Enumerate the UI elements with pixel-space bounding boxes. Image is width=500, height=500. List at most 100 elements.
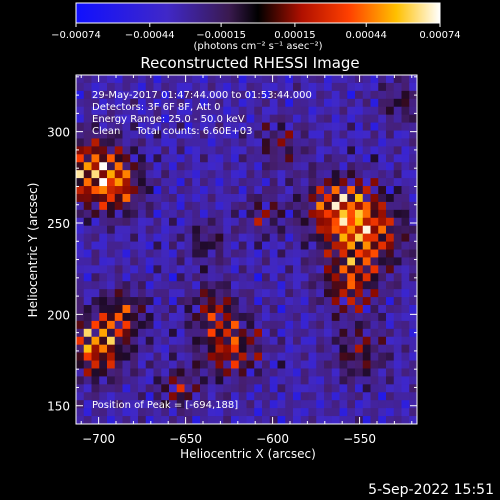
heatmap-cell bbox=[238, 225, 248, 235]
heatmap-cell bbox=[324, 376, 333, 385]
heatmap-cell bbox=[393, 249, 403, 259]
heatmap-cell bbox=[145, 368, 155, 378]
heatmap-cell bbox=[130, 336, 139, 346]
heatmap-cell bbox=[386, 241, 395, 251]
heatmap-cell bbox=[76, 289, 85, 298]
heatmap-cell bbox=[192, 106, 201, 116]
heatmap-cell bbox=[231, 225, 240, 235]
colorbar-tick-label: 0.00044 bbox=[346, 30, 387, 41]
heatmap-cell bbox=[347, 146, 356, 155]
heatmap-cell bbox=[107, 392, 116, 401]
heatmap-cell bbox=[355, 186, 364, 195]
heatmap-cell bbox=[200, 336, 209, 346]
heatmap-cell bbox=[169, 90, 178, 100]
heatmap-cell bbox=[246, 273, 255, 282]
heatmap-cell bbox=[355, 336, 364, 346]
heatmap-cell bbox=[192, 130, 201, 140]
heatmap-cell bbox=[169, 312, 178, 322]
heatmap-cell bbox=[223, 305, 232, 314]
heatmap-cell bbox=[161, 233, 170, 243]
heatmap-cell bbox=[378, 225, 387, 235]
heatmap-cell bbox=[393, 328, 403, 338]
heatmap-cell bbox=[401, 265, 410, 274]
heatmap-cell bbox=[200, 186, 209, 195]
heatmap-cell bbox=[107, 289, 116, 298]
heatmap-cell bbox=[130, 249, 139, 259]
heatmap-cell bbox=[331, 400, 341, 409]
heatmap-cell bbox=[83, 336, 93, 346]
heatmap-cell bbox=[153, 360, 162, 370]
heatmap-cell bbox=[114, 122, 124, 132]
heatmap-cell bbox=[347, 138, 356, 147]
heatmap-cell bbox=[386, 376, 395, 385]
heatmap-cell bbox=[223, 297, 232, 306]
heatmap-cell bbox=[293, 368, 302, 378]
heatmap-cell bbox=[107, 162, 116, 171]
heatmap-cell bbox=[370, 146, 379, 155]
heatmap-cell bbox=[386, 289, 395, 298]
heatmap-cell bbox=[107, 201, 116, 211]
heatmap-cell bbox=[122, 241, 131, 251]
heatmap-cell bbox=[238, 249, 248, 259]
heatmap-cell bbox=[231, 297, 240, 306]
heatmap-cell bbox=[254, 368, 263, 378]
heatmap-cell bbox=[293, 114, 302, 124]
heatmap-cell bbox=[316, 217, 325, 227]
heatmap-cell bbox=[130, 82, 139, 92]
heatmap-cell bbox=[76, 416, 85, 424]
heatmap-cell bbox=[401, 416, 410, 424]
heatmap-cell bbox=[300, 241, 310, 251]
heatmap-cell bbox=[114, 98, 124, 108]
heatmap-cell bbox=[223, 186, 232, 195]
heatmap-cell bbox=[254, 241, 263, 251]
heatmap-cell bbox=[277, 297, 286, 306]
heatmap-cell bbox=[153, 114, 162, 124]
heatmap-cell bbox=[339, 162, 348, 171]
heatmap-cell bbox=[91, 416, 100, 424]
heatmap-cell bbox=[107, 106, 116, 116]
info-clean-counts: Clean Total counts: 6.60E+03 bbox=[92, 126, 252, 137]
heatmap-cell bbox=[254, 154, 263, 163]
heatmap-cell bbox=[200, 408, 209, 417]
heatmap-cell bbox=[176, 201, 186, 211]
heatmap-cell bbox=[145, 209, 155, 219]
heatmap-cell bbox=[176, 408, 186, 417]
heatmap-cell bbox=[238, 186, 248, 195]
heatmap-cell bbox=[153, 154, 162, 163]
heatmap-cell bbox=[378, 416, 387, 424]
heatmap-cell bbox=[99, 130, 108, 140]
heatmap-cell bbox=[401, 209, 410, 219]
heatmap-cell bbox=[324, 98, 333, 108]
heatmap-cell bbox=[300, 344, 310, 354]
colorbar-tick-label: 0.00074 bbox=[419, 30, 460, 41]
heatmap-cell bbox=[370, 114, 379, 124]
heatmap-cell bbox=[207, 265, 217, 274]
heatmap-cell bbox=[169, 98, 178, 108]
heatmap-cell bbox=[192, 122, 201, 132]
heatmap-cell bbox=[122, 328, 131, 338]
heatmap-cell bbox=[378, 217, 387, 227]
heatmap-cell bbox=[300, 98, 310, 108]
heatmap-cell bbox=[207, 186, 217, 195]
heatmap-cell bbox=[331, 241, 341, 251]
heatmap-cell bbox=[231, 257, 240, 266]
heatmap-cell bbox=[107, 138, 116, 147]
heatmap-cell bbox=[246, 328, 255, 338]
heatmap-cell bbox=[161, 138, 170, 147]
heatmap-cell bbox=[91, 130, 100, 140]
heatmap-cell bbox=[91, 162, 100, 171]
heatmap-cell bbox=[347, 368, 356, 378]
heatmap-cell bbox=[215, 193, 224, 203]
heatmap-cell bbox=[331, 225, 341, 235]
heatmap-cell bbox=[331, 170, 341, 179]
heatmap-cell bbox=[153, 193, 162, 203]
heatmap-cell bbox=[246, 312, 255, 322]
heatmap-cell bbox=[122, 114, 131, 124]
heatmap-cell bbox=[192, 392, 201, 401]
heatmap-cell bbox=[308, 289, 317, 298]
heatmap-cell bbox=[254, 273, 263, 282]
heatmap-cell bbox=[409, 257, 417, 266]
heatmap-cell bbox=[83, 384, 93, 393]
heatmap-cell bbox=[91, 75, 100, 84]
heatmap-cell bbox=[91, 225, 100, 235]
